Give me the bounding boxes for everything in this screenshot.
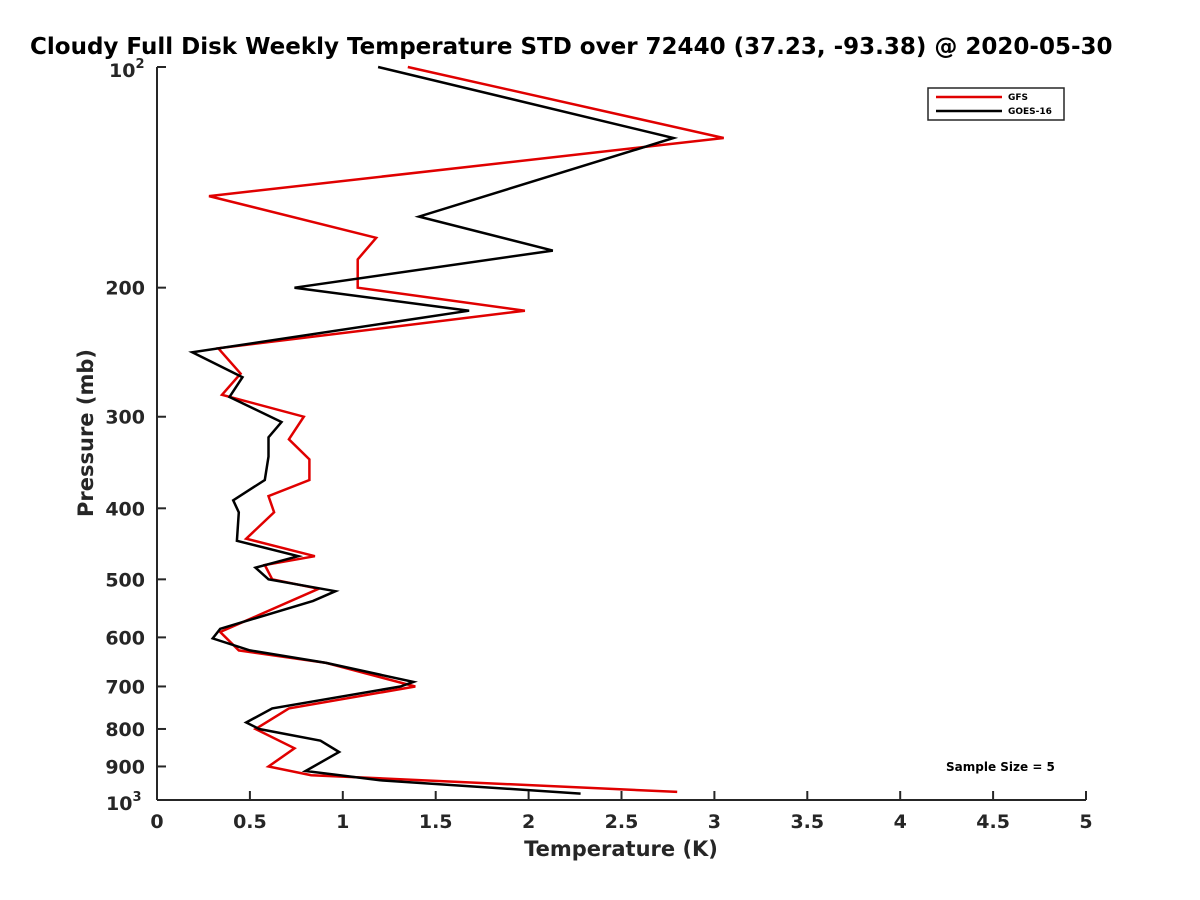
y-tick-label: 900 (105, 756, 145, 778)
x-ticks: 0 0.5 1 1.5 2 2.5 3 3.5 4 4.5 5 (150, 791, 1093, 833)
legend-items: GFS GOES-16 (936, 93, 1052, 117)
y-tick-label-bottom: 103 (106, 790, 142, 815)
x-tick-label: 4 (894, 811, 907, 833)
y-tick-label: 600 (105, 627, 145, 649)
y-tick-label-top: 102 (109, 57, 145, 82)
legend: GFS GOES-16 (927, 87, 1065, 121)
x-tick-label: 0 (150, 811, 163, 833)
chart-title: Cloudy Full Disk Weekly Temperature STD … (30, 34, 1113, 60)
y-tick-top-base: 10 (109, 60, 135, 82)
y-tick-label: 700 (105, 676, 145, 698)
y-tick-label: 800 (105, 719, 145, 741)
x-tick-label: 1 (336, 811, 349, 833)
axes-layer (156, 67, 1086, 801)
x-axis-label: Temperature (K) (524, 837, 718, 861)
sample-size-annotation: Sample Size = 5 (946, 760, 1055, 774)
x-tick-label: 1.5 (419, 811, 453, 833)
series-line-goes-16 (188, 65, 679, 795)
x-tick-label: 5 (1079, 811, 1092, 833)
legend-label-goes-16: GOES-16 (1008, 107, 1052, 117)
series-line-gfs (208, 65, 724, 794)
y-axis-label: Pressure (mb) (74, 349, 98, 517)
y-tick-top: 102 (109, 57, 145, 82)
y-tick-label: 500 (105, 569, 145, 591)
y-tick-top-exp: 2 (135, 57, 144, 72)
y-tick-bottom: 103 (106, 790, 142, 815)
x-tick-label: 2 (522, 811, 535, 833)
x-tick-label: 0.5 (233, 811, 267, 833)
x-tick-label: 3 (708, 811, 721, 833)
series-layer (188, 65, 724, 795)
legend-box (927, 87, 1065, 121)
y-tick-bottom-base: 10 (106, 793, 132, 815)
y-tick-bottom-exp: 3 (132, 790, 141, 805)
x-tick-label: 2.5 (605, 811, 639, 833)
legend-label-gfs: GFS (1008, 93, 1028, 103)
y-tick-label: 400 (105, 498, 145, 520)
y-ticks: 200 300 400 500 600 700 800 900 (105, 66, 166, 801)
x-tick-label: 3.5 (790, 811, 824, 833)
y-tick-label: 200 (105, 278, 145, 300)
y-tick-label: 300 (105, 407, 145, 429)
x-tick-label: 4.5 (976, 811, 1010, 833)
